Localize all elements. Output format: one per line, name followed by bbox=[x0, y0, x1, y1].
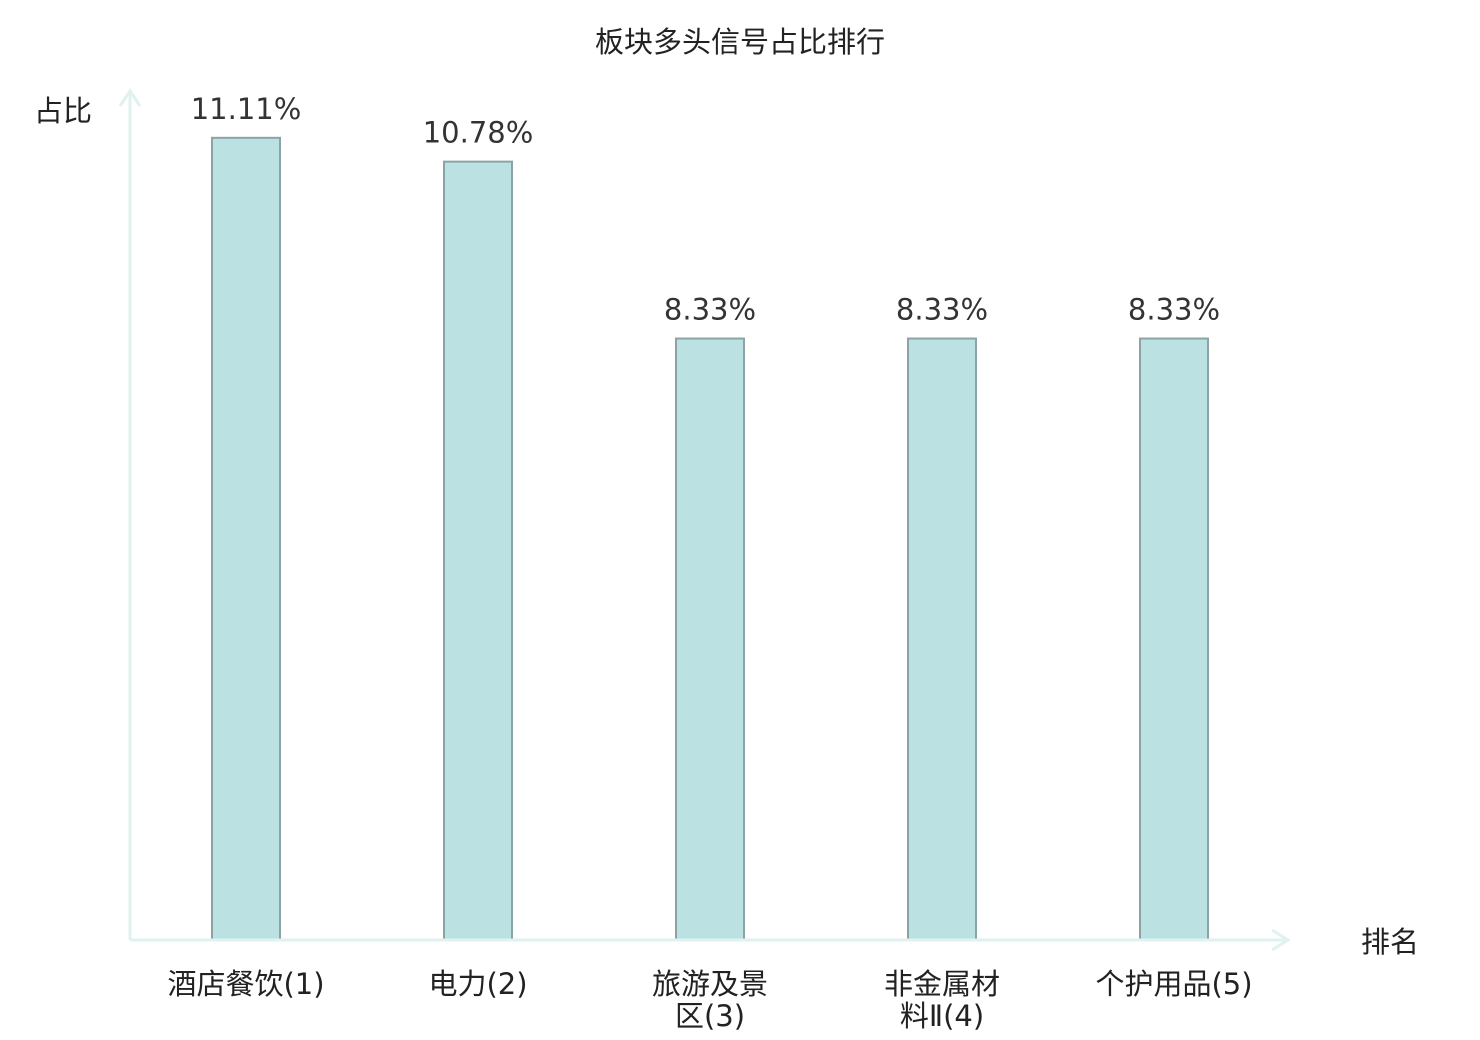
bar-4 bbox=[907, 337, 977, 941]
x-axis-arrow bbox=[1271, 928, 1291, 952]
labels-layer: 11.11% 酒店餐饮(1) 10.78% 电力(2) 8.33% 旅游及景区(3) 8.3… bbox=[167, 92, 1252, 1033]
bars-layer bbox=[211, 136, 1209, 942]
y-axis-arrow bbox=[118, 88, 142, 107]
y-axis-title: 占比 bbox=[34, 94, 92, 128]
x-axis-title: 排名 bbox=[1361, 925, 1419, 959]
bar-3 bbox=[675, 337, 745, 941]
category-label-4: 非金属材料Ⅱ(4) bbox=[884, 967, 1000, 1033]
bar-1 bbox=[211, 136, 281, 942]
category-label-3: 旅游及景区(3) bbox=[652, 967, 768, 1033]
bar-5 bbox=[1139, 337, 1209, 941]
value-label-3: 8.33% bbox=[664, 293, 756, 327]
category-label-1: 酒店餐饮(1) bbox=[167, 967, 324, 1001]
bar-2 bbox=[443, 160, 513, 941]
value-label-4: 8.33% bbox=[896, 293, 988, 327]
chart-title: 板块多头信号占比排行 bbox=[595, 25, 885, 59]
value-label-5: 8.33% bbox=[1128, 293, 1220, 327]
value-label-2: 10.78% bbox=[423, 116, 534, 150]
axes bbox=[118, 88, 1291, 952]
category-label-2: 电力(2) bbox=[428, 967, 527, 1001]
category-label-5: 个护用品(5) bbox=[1095, 967, 1252, 1001]
value-label-1: 11.11% bbox=[191, 92, 302, 126]
